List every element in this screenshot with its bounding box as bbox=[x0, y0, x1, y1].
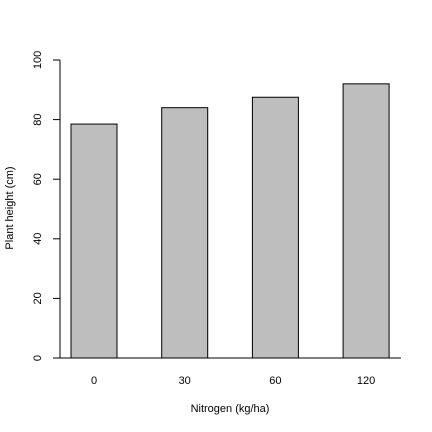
y-tick-label: 40 bbox=[32, 233, 44, 245]
bar bbox=[161, 107, 209, 359]
bar bbox=[251, 96, 299, 359]
bar bbox=[70, 123, 118, 359]
y-tick-label: 60 bbox=[32, 173, 44, 185]
x-axis-label: Nitrogen (kg/ha) bbox=[191, 403, 270, 415]
y-tick-label: 100 bbox=[32, 51, 44, 69]
y-tick-label: 20 bbox=[32, 292, 44, 304]
y-tick-label: 80 bbox=[32, 113, 44, 125]
y-tick-label: 0 bbox=[32, 355, 44, 361]
x-tick-label: 30 bbox=[179, 375, 191, 387]
x-tick-label: 60 bbox=[269, 375, 281, 387]
x-tick-label: 0 bbox=[91, 375, 97, 387]
bar bbox=[342, 83, 390, 359]
x-tick-label: 120 bbox=[357, 375, 375, 387]
y-axis-label: Plant height (cm) bbox=[4, 166, 16, 249]
